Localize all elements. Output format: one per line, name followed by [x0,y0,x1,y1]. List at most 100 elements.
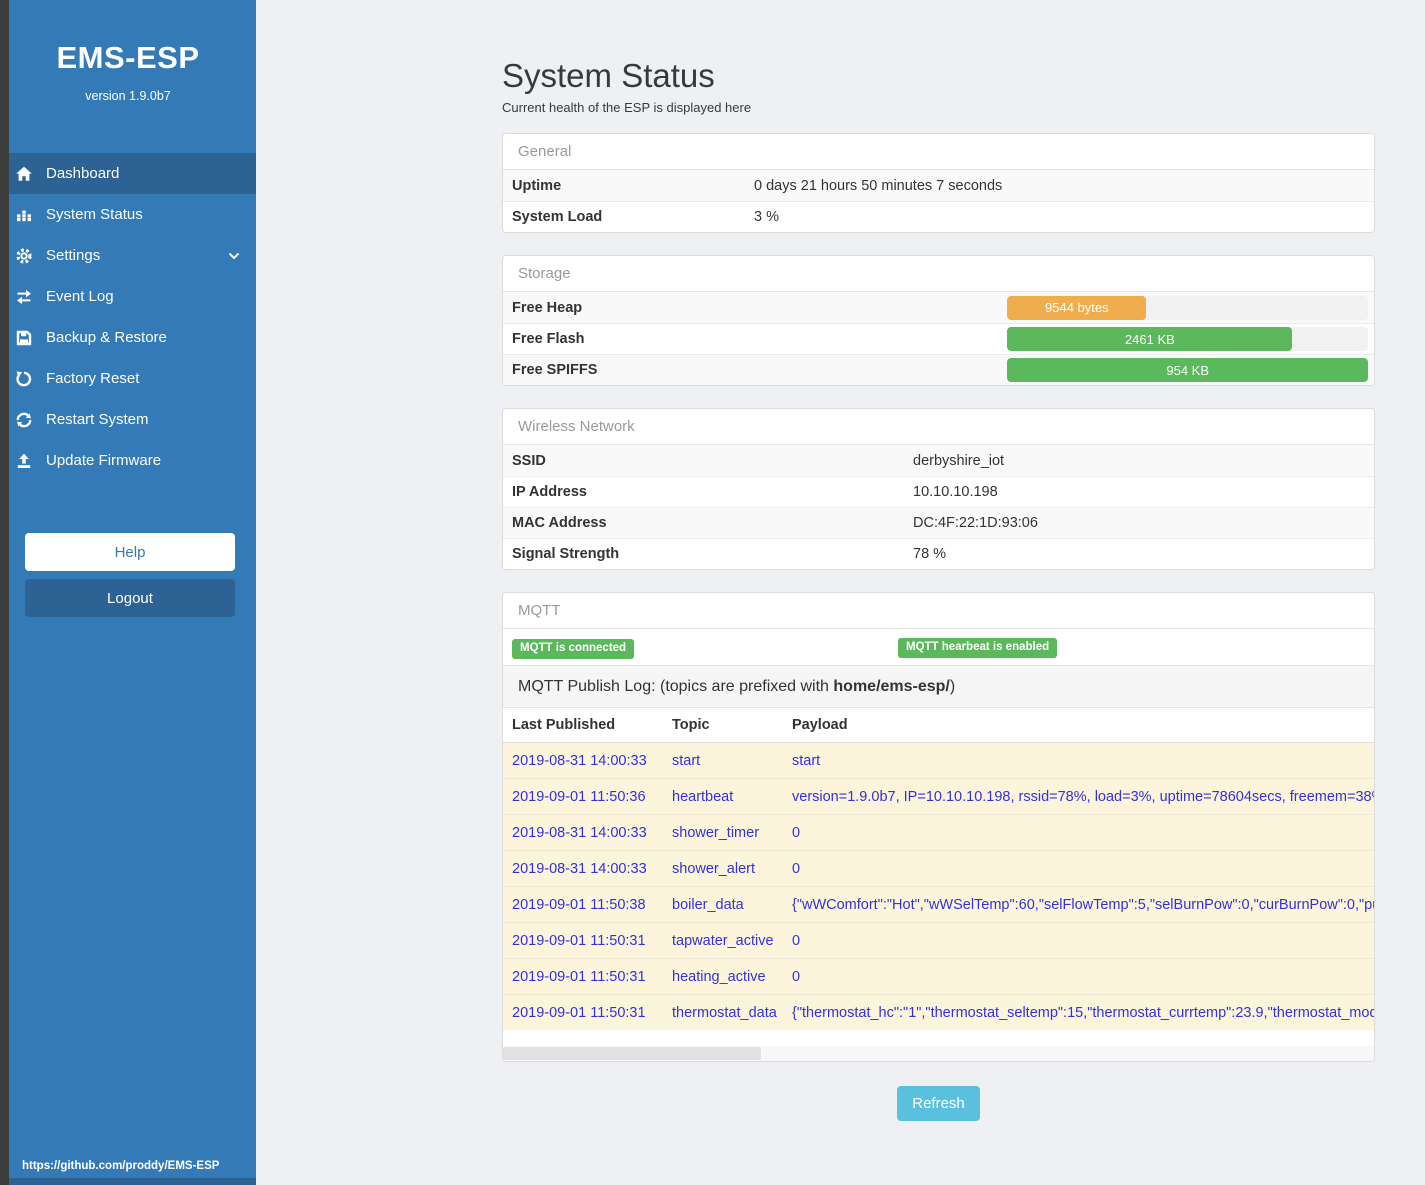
row-value: 0 days 21 hours 50 minutes 7 seconds [754,177,1003,194]
panel-storage: Storage Free Heap 9544 bytes Free Flash … [502,255,1375,386]
col-header-payload: Payload [783,708,1374,743]
mqtt-connected-badge: MQTT is connected [512,639,635,659]
cell-topic: shower_timer [663,814,783,851]
mqtt-badges-row: MQTT is connected MQTT hearbeat is enabl… [503,629,1374,666]
row-value: 78 % [913,546,947,562]
chevron-down-icon [228,252,240,260]
cell-payload: 0 [783,850,1374,887]
page-title: System Status [502,57,715,94]
upload-icon [15,452,33,470]
cell-last-published: 2019-08-31 14:00:33 [503,742,663,779]
row-label: Signal Strength [512,546,620,562]
col-header-topic: Topic [663,708,783,743]
row-signal-strength: Signal Strength 78 % [503,538,1374,569]
mqtt-log-row: 2019-09-01 11:50:31 thermostat_data {"th… [503,994,1374,1030]
cell-last-published: 2019-09-01 11:50:31 [503,922,663,959]
cell-payload: {"thermostat_hc":"1","thermostat_seltemp… [783,994,1374,1030]
progress-fill: 954 KB [1007,358,1368,382]
cell-topic: shower_alert [663,850,783,887]
sidebar-item-update-firmware[interactable]: Update Firmware [0,440,256,481]
sync-icon [15,411,33,429]
sidebar-item-label: Settings [46,247,101,264]
exchange-icon [15,288,33,306]
cell-topic: heating_active [663,958,783,995]
cell-topic: thermostat_data [663,994,783,1030]
row-ip-address: IP Address 10.10.10.198 [503,476,1374,507]
row-value: 3 % [754,209,779,225]
left-dark-strip [0,0,9,1185]
free-heap-progressbar: 9544 bytes [1007,295,1368,320]
free-flash-progressbar: 2461 KB [1007,327,1368,351]
horizontal-scrollbar[interactable] [503,1046,1374,1061]
mqtt-log-table: Last Published Topic Payload 2019-08-31 … [503,708,1374,1030]
row-value: derbyshire_iot [913,452,1005,469]
cell-last-published: 2019-09-01 11:50:31 [503,958,663,995]
mqtt-log-row: 2019-09-01 11:50:36 heartbeat version=1.… [503,778,1374,815]
sidebar-item-system-status[interactable]: System Status [0,194,256,235]
sidebar-nav: Dashboard System Status Settings [0,153,256,481]
help-button[interactable]: Help [25,533,235,571]
row-value: DC:4F:22:1D:93:06 [913,515,1038,531]
github-url: https://github.com/proddy/EMS-ESP [22,1160,220,1172]
logout-button[interactable]: Logout [25,579,235,617]
gear-icon [15,247,33,265]
undo-icon [15,370,33,388]
sidebar-item-settings[interactable]: Settings [0,235,256,276]
col-header-last-published: Last Published [503,708,663,743]
cell-payload: version=1.9.0b7, IP=10.10.10.198, rssid=… [783,778,1374,815]
cell-last-published: 2019-09-01 11:50:38 [503,886,663,923]
scrollbar-thumb[interactable] [503,1047,761,1060]
sidebar-item-label: Update Firmware [46,452,162,469]
sidebar: EMS-ESP version 1.9.0b7 Dashboard System… [0,0,256,1185]
sidebar-item-event-log[interactable]: Event Log [0,276,256,317]
mqtt-log-row: 2019-09-01 11:50:38 boiler_data {"wWComf… [503,886,1374,923]
cell-last-published: 2019-08-31 14:00:33 [503,850,663,887]
row-label: Free Heap [512,299,583,316]
panel-general: General Uptime 0 days 21 hours 50 minute… [502,133,1375,233]
sidebar-item-backup-restore[interactable]: Backup & Restore [0,317,256,358]
panel-general-title: General [503,134,1374,170]
mqtt-log-row: 2019-09-01 11:50:31 tapwater_active 0 [503,922,1374,959]
system-status-icon [15,206,33,224]
row-free-heap: Free Heap 9544 bytes [503,292,1374,323]
save-icon [15,329,33,347]
row-free-flash: Free Flash 2461 KB [503,323,1374,354]
row-system-load: System Load 3 % [503,201,1374,232]
cell-payload: {"wWComfort":"Hot","wWSelTemp":60,"selFl… [783,886,1374,923]
cell-last-published: 2019-09-01 11:50:31 [503,994,663,1030]
row-uptime: Uptime 0 days 21 hours 50 minutes 7 seco… [503,170,1374,201]
cell-payload: 0 [783,958,1374,995]
cell-topic: tapwater_active [663,922,783,959]
row-label: IP Address [512,484,587,500]
sidebar-item-restart-system[interactable]: Restart System [0,399,256,440]
cell-last-published: 2019-08-31 14:00:33 [503,814,663,851]
mqtt-log-row: 2019-09-01 11:50:31 heating_active 0 [503,958,1374,995]
row-free-spiffs: Free SPIFFS 954 KB [503,354,1374,385]
sidebar-bottom-strip [0,1178,256,1185]
cell-payload: 0 [783,922,1374,959]
app-version: version 1.9.0b7 [85,89,171,103]
free-spiffs-progressbar: 954 KB [1007,358,1368,382]
publish-log-text: MQTT Publish Log: (topics are prefixed w… [518,678,834,695]
cell-topic: heartbeat [663,778,783,815]
sidebar-item-dashboard[interactable]: Dashboard [0,153,256,194]
sidebar-item-label: Dashboard [46,165,120,182]
mqtt-log-header-row: Last Published Topic Payload [503,708,1374,743]
sidebar-item-label: Backup & Restore [46,329,167,346]
cell-topic: boiler_data [663,886,783,923]
panel-mqtt: MQTT MQTT is connected MQTT hearbeat is … [502,592,1375,1062]
cell-topic: start [663,742,783,779]
row-label: Free Flash [512,331,585,347]
mqtt-log-row: 2019-08-31 14:00:33 shower_timer 0 [503,814,1374,851]
row-label: Uptime [512,177,562,194]
refresh-button[interactable]: Refresh [897,1086,980,1121]
publish-log-topic-prefix: home/ems-esp/ [833,678,950,695]
panel-wireless: Wireless Network SSID derbyshire_iot IP … [502,408,1375,570]
sidebar-item-label: Event Log [46,288,114,305]
panel-wireless-title: Wireless Network [503,409,1374,445]
panel-mqtt-title: MQTT [503,593,1374,629]
row-label: System Load [512,209,603,225]
row-label: SSID [512,452,546,469]
sidebar-item-factory-reset[interactable]: Factory Reset [0,358,256,399]
publish-log-suffix: ) [949,678,956,695]
